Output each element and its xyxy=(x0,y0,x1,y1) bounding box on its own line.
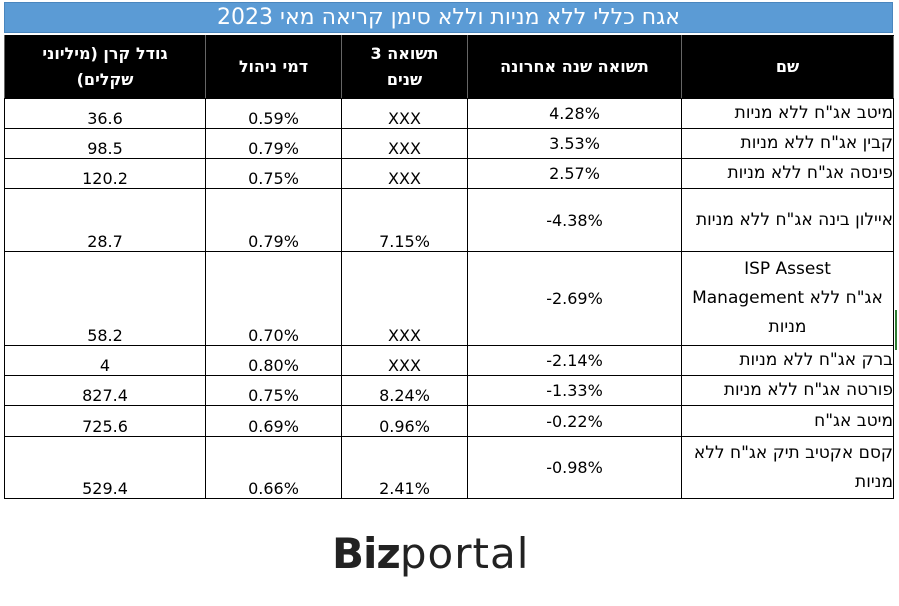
last-year-return: -0.98% xyxy=(467,436,682,499)
last-year-return: -0.22% xyxy=(467,405,682,437)
cell-selection-edge xyxy=(895,310,897,350)
fund-name-line2: אג"ח ללא Management xyxy=(692,288,883,308)
three-year-return: XXX xyxy=(341,158,468,189)
management-fee: 0.66% xyxy=(205,436,342,499)
last-year-return: 2.57% xyxy=(467,158,682,189)
three-year-return: XXX xyxy=(341,98,468,129)
fund-name: ISP Assest אג"ח ללא Management מניות xyxy=(681,251,894,346)
header-last-year-return: תשואה שנה אחרונה xyxy=(467,35,682,99)
fund-name: איילון בינה אג"ח ללא מניות xyxy=(681,188,894,252)
fund-size: 725.6 xyxy=(4,405,206,437)
management-fee: 0.69% xyxy=(205,405,342,437)
last-year-return: -1.33% xyxy=(467,375,682,406)
last-year-return: -2.14% xyxy=(467,345,682,376)
three-year-return: 2.41% xyxy=(341,436,468,499)
three-year-return: 0.96% xyxy=(341,405,468,437)
table-row: ברק אג"ח ללא מניות -2.14% XXX 0.80% 4 xyxy=(4,345,894,376)
last-year-return: -2.69% xyxy=(467,251,682,346)
management-fee: 0.70% xyxy=(205,251,342,346)
table-row: מיטב אג"ח -0.22% 0.96% 0.69% 725.6 xyxy=(4,405,894,437)
fund-size: 98.5 xyxy=(4,128,206,159)
management-fee: 0.80% xyxy=(205,345,342,376)
three-year-return: XXX xyxy=(341,345,468,376)
management-fee: 0.75% xyxy=(205,375,342,406)
last-year-return: -4.38% xyxy=(467,188,682,252)
table-row: ISP Assest אג"ח ללא Management מניות -2.… xyxy=(4,251,894,346)
fund-size: 58.2 xyxy=(4,251,206,346)
fund-name: ברק אג"ח ללא מניות xyxy=(681,345,894,376)
table-row: קבין אג"ח ללא מניות 3.53% XXX 0.79% 98.5 xyxy=(4,128,894,159)
fund-name: קסם אקטיב תיק אג"ח ללא מניות xyxy=(681,436,894,499)
fund-name: פורטה אג"ח ללא מניות xyxy=(681,375,894,406)
management-fee: 0.75% xyxy=(205,158,342,189)
three-year-return: XXX xyxy=(341,128,468,159)
header-management-fee: דמי ניהול xyxy=(205,35,342,99)
table-row: קסם אקטיב תיק אג"ח ללא מניות -0.98% 2.41… xyxy=(4,436,894,499)
table-row: איילון בינה אג"ח ללא מניות -4.38% 7.15% … xyxy=(4,188,894,252)
last-year-return: 3.53% xyxy=(467,128,682,159)
fund-size: 36.6 xyxy=(4,98,206,129)
table-row: פינסה אג"ח ללא מניות 2.57% XXX 0.75% 120… xyxy=(4,158,894,189)
fund-size: 827.4 xyxy=(4,375,206,406)
header-row: שם תשואה שנה אחרונה תשואה 3 שנים דמי ניה… xyxy=(4,35,894,99)
table-row: פורטה אג"ח ללא מניות -1.33% 8.24% 0.75% … xyxy=(4,375,894,406)
header-fund-size: גודל קרן (מיליוני שקלים) xyxy=(4,35,206,99)
last-year-return: 4.28% xyxy=(467,98,682,129)
management-fee: 0.79% xyxy=(205,188,342,252)
funds-table: שם תשואה שנה אחרונה תשואה 3 שנים דמי ניה… xyxy=(4,35,894,499)
three-year-return: 8.24% xyxy=(341,375,468,406)
management-fee: 0.79% xyxy=(205,128,342,159)
table-row: מיטב אג"ח ללא מניות 4.28% XXX 0.59% 36.6 xyxy=(4,98,894,129)
fund-name: פינסה אג"ח ללא מניות xyxy=(681,158,894,189)
management-fee: 0.59% xyxy=(205,98,342,129)
three-year-return: 7.15% xyxy=(341,188,468,252)
fund-name: קבין אג"ח ללא מניות xyxy=(681,128,894,159)
fund-size: 4 xyxy=(4,345,206,376)
header-name: שם xyxy=(681,35,894,99)
fund-name: מיטב אג"ח ללא מניות xyxy=(681,98,894,129)
three-year-return: XXX xyxy=(341,251,468,346)
table-title: אגח כללי ללא מניות וללא סימן קריאה מאי 2… xyxy=(4,2,893,33)
fund-size: 529.4 xyxy=(4,436,206,499)
fund-size: 120.2 xyxy=(4,158,206,189)
fund-name: מיטב אג"ח xyxy=(681,405,894,437)
header-three-year-return: תשואה 3 שנים xyxy=(341,35,468,99)
fund-name-line1: ISP Assest xyxy=(744,259,831,279)
bizportal-logo: Biz portal xyxy=(332,529,530,578)
fund-name-line3: מניות xyxy=(768,317,807,337)
fund-size: 28.7 xyxy=(4,188,206,252)
